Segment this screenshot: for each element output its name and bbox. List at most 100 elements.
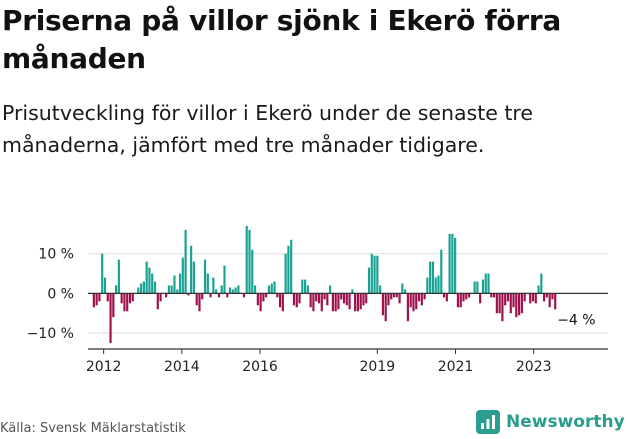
bar [465, 293, 468, 300]
bar [153, 281, 157, 294]
bar [98, 293, 101, 302]
bar [281, 293, 284, 312]
bar [117, 259, 120, 294]
bar [365, 293, 368, 304]
bar [512, 293, 515, 308]
bar [203, 259, 207, 294]
bar [392, 293, 396, 298]
bar [265, 293, 268, 298]
bar [548, 293, 551, 308]
bar [170, 285, 173, 294]
bar [442, 293, 446, 298]
bar [445, 293, 448, 302]
page-subtitle: Prisutveckling för villor i Ekerö under … [2, 101, 534, 157]
bar [401, 283, 404, 294]
bar [276, 293, 279, 298]
bar [520, 293, 523, 314]
bar [304, 279, 307, 294]
bar [115, 285, 118, 294]
bar [484, 273, 487, 294]
bar [462, 293, 465, 302]
bar [165, 293, 168, 298]
bar [228, 287, 232, 294]
bar [292, 293, 296, 306]
bar [201, 293, 204, 300]
bar [220, 285, 223, 294]
bar [492, 293, 496, 298]
bar [456, 293, 460, 308]
bar [109, 293, 112, 344]
bar [212, 277, 215, 294]
bar [106, 293, 109, 302]
bar [340, 293, 343, 300]
bar [481, 279, 485, 294]
bar [245, 225, 248, 294]
bar [267, 285, 271, 294]
bar [395, 293, 398, 298]
bar [387, 293, 390, 306]
bar [523, 293, 526, 302]
bar [148, 267, 151, 294]
bar [178, 273, 182, 294]
x-tick-label: 2019 [360, 359, 396, 375]
bar [184, 229, 187, 294]
bar [376, 255, 379, 294]
bar [231, 289, 234, 294]
bar [145, 261, 148, 294]
bar [192, 261, 195, 294]
bar [362, 293, 365, 306]
bar [406, 293, 409, 322]
bar [151, 273, 154, 294]
bar [345, 293, 348, 306]
bar [217, 293, 221, 298]
bar [356, 293, 359, 312]
bar [290, 239, 293, 294]
bar [92, 293, 95, 308]
bar [187, 293, 190, 296]
bar [334, 293, 337, 312]
y-tick-label: −10 % [27, 326, 74, 342]
bar [515, 293, 518, 318]
end-value-label: −4 % [557, 312, 595, 328]
bar [284, 253, 287, 294]
bar [315, 293, 318, 302]
bar [95, 293, 98, 306]
source-credit: Källa: Svensk Mäklarstatistik [0, 421, 186, 436]
bar [479, 293, 482, 304]
bar [131, 293, 134, 302]
bar [545, 293, 548, 298]
bar [167, 285, 170, 294]
bar [262, 293, 265, 302]
bar [101, 253, 104, 294]
bar [426, 277, 429, 294]
bar [415, 293, 418, 310]
bar-chart: −10 % 0 % 10 % 2012 2014 2016 2019 2021 2023 −4 % [27, 225, 608, 375]
bar [409, 293, 412, 308]
bar [173, 275, 176, 294]
bar [259, 293, 262, 312]
newsworthy-logo-icon [476, 410, 500, 434]
bar [348, 293, 351, 310]
bar [120, 293, 123, 304]
bar [473, 281, 476, 294]
bar [273, 281, 276, 294]
bar [495, 293, 498, 314]
bar [103, 277, 107, 294]
bar [215, 289, 218, 294]
bar [248, 229, 251, 294]
bar [498, 293, 501, 314]
y-tick-label: 0 % [47, 286, 74, 302]
bar [454, 237, 457, 294]
bar [384, 293, 387, 322]
bar [431, 261, 435, 294]
bar [126, 293, 129, 312]
bar [295, 293, 298, 308]
bar [226, 293, 229, 298]
bar [529, 293, 532, 304]
bar [367, 267, 371, 294]
bar [190, 245, 193, 294]
bar [554, 293, 557, 310]
bar [251, 249, 254, 294]
bar [381, 293, 384, 316]
bar [198, 293, 201, 312]
